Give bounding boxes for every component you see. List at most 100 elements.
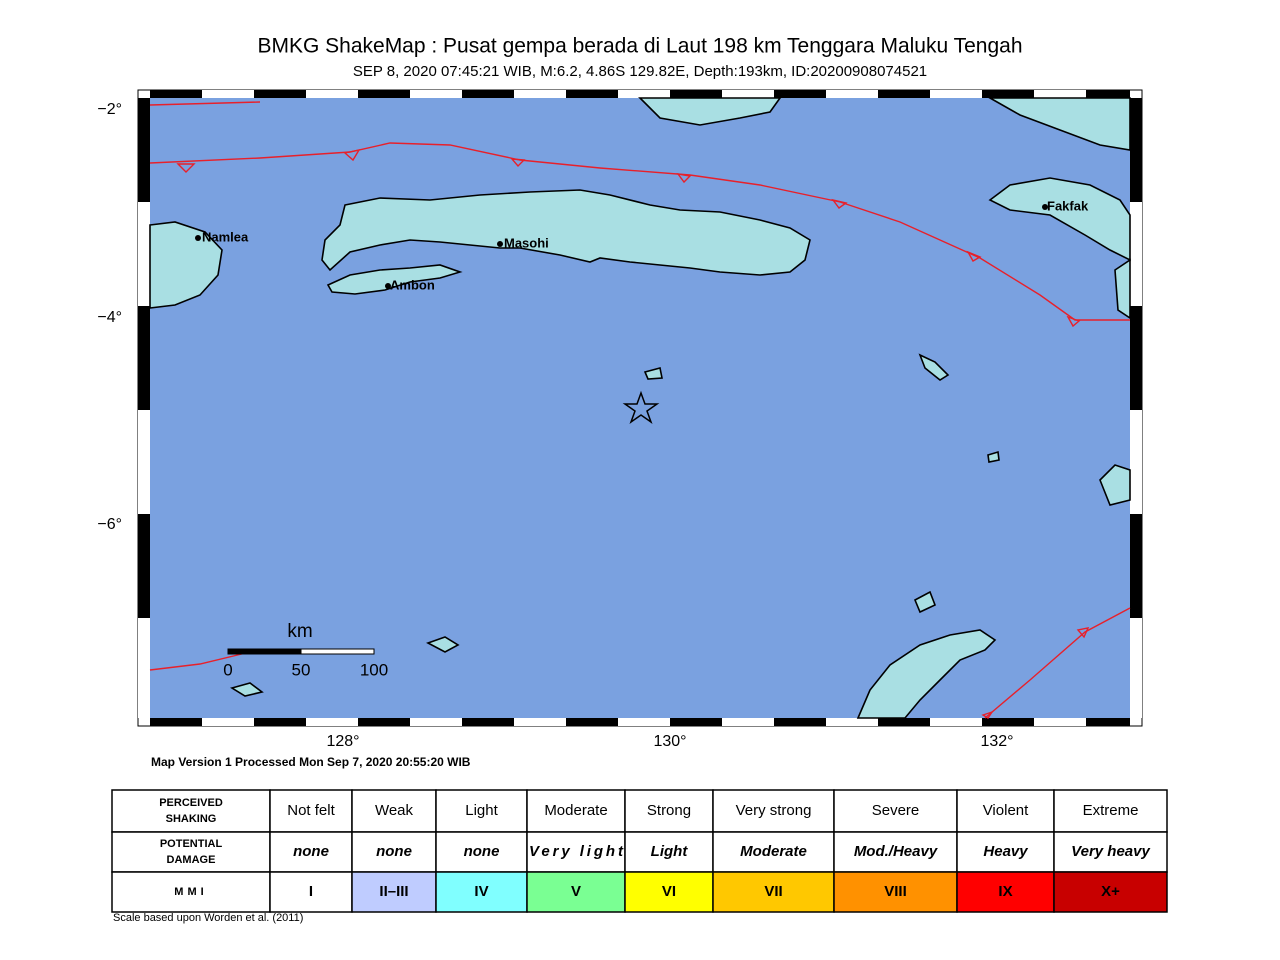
border-segment xyxy=(618,718,670,726)
legend-cell-text: Moderate xyxy=(740,843,807,860)
map-version: Map Version 1 Processed Mon Sep 7, 2020 … xyxy=(151,755,471,769)
border-segment xyxy=(670,90,722,98)
legend-cell-text: Very light xyxy=(529,843,624,860)
legend-cell-text: Extreme xyxy=(1083,802,1139,819)
border-segment xyxy=(306,90,358,98)
mmi-cell xyxy=(435,871,528,913)
legend-cell-text: Weak xyxy=(375,802,414,819)
place-dot xyxy=(1042,204,1048,210)
legend-cell xyxy=(526,789,626,833)
legend-cell-text: Light xyxy=(651,843,689,860)
legend-cell-text: VII xyxy=(764,883,782,900)
legend-cell xyxy=(111,831,271,873)
border-segment xyxy=(1130,410,1142,514)
border-segment xyxy=(202,718,254,726)
legend-cell-text: VI xyxy=(662,883,676,900)
legend-cell-text: none xyxy=(464,843,500,860)
legend-cell-text: Heavy xyxy=(983,843,1028,860)
lat-label: −4° xyxy=(97,309,122,326)
border-segment xyxy=(150,90,202,98)
legend-cell xyxy=(435,831,528,873)
border-segment xyxy=(826,718,878,726)
land xyxy=(149,97,1131,719)
border-segment xyxy=(1086,90,1130,98)
subtitle: SEP 8, 2020 07:45:21 WIB, M:6.2, 4.86S 1… xyxy=(353,63,927,80)
lon-label: 130° xyxy=(653,733,686,750)
legend-cell-text: X+ xyxy=(1101,883,1120,900)
lat-label: −2° xyxy=(97,101,122,118)
border-segment xyxy=(138,410,150,514)
legend-cell-text: Very heavy xyxy=(1071,843,1150,860)
place-label: Fakfak xyxy=(1047,198,1089,213)
border-segment xyxy=(462,718,514,726)
faults xyxy=(149,101,1131,719)
legend-cell xyxy=(712,831,835,873)
scale-note: Scale based upon Worden et al. (2011) xyxy=(113,912,303,924)
border-segment xyxy=(514,90,566,98)
land-papua-ne xyxy=(986,97,1131,151)
fault-top xyxy=(149,101,261,106)
map: Namlea Masohi Ambon Fakfak km 0 50 100 −… xyxy=(97,89,1143,750)
scale-bar xyxy=(300,648,375,655)
legend-cell-text: IX xyxy=(998,883,1012,900)
legend-row-label: POTENTIAL DAMAGE xyxy=(160,838,223,866)
border-segment xyxy=(982,90,1034,98)
legend-row-label: MMI xyxy=(174,886,207,898)
legend-cell-text: IV xyxy=(474,883,488,900)
land-isle1 xyxy=(426,636,460,653)
border-segment xyxy=(138,306,150,410)
border-segment xyxy=(306,718,358,726)
border-segment xyxy=(358,90,410,98)
legend-cell xyxy=(956,831,1055,873)
place-label: Masohi xyxy=(504,235,549,250)
place-label: Namlea xyxy=(202,229,249,244)
legend-cell-text: V xyxy=(571,883,581,900)
border-segment xyxy=(514,718,566,726)
fault-north xyxy=(149,142,1130,321)
land-isle2 xyxy=(230,682,264,697)
legend-cell-text: Violent xyxy=(983,802,1029,819)
border-segment xyxy=(566,718,618,726)
legend-cell-text: Moderate xyxy=(544,802,607,819)
legend-cell-text: Severe xyxy=(872,802,920,819)
lon-label: 128° xyxy=(326,733,359,750)
mmi-cell xyxy=(351,871,437,913)
border-segment xyxy=(930,718,982,726)
border-segment xyxy=(1130,306,1142,410)
border-segment xyxy=(722,718,774,726)
intensity-legend: PERCEIVED SHAKING Not felt Weak Light Moderat… xyxy=(111,789,1168,913)
legend-cell-text: none xyxy=(293,843,329,860)
fault-south xyxy=(149,651,251,671)
land-isle5 xyxy=(913,590,937,614)
border-segment xyxy=(138,202,150,306)
land-fakfak xyxy=(988,177,1131,262)
border-segment xyxy=(618,90,670,98)
place-dot xyxy=(385,283,391,289)
legend-cell xyxy=(111,789,271,833)
legend-cell xyxy=(435,789,528,833)
land-seram xyxy=(321,189,811,276)
scale-label: 100 xyxy=(360,660,388,679)
legend-cell-text: II–III xyxy=(379,883,408,900)
mmi-cell xyxy=(956,871,1055,913)
legend-cell-text: Strong xyxy=(647,802,691,819)
border-segment xyxy=(410,718,462,726)
land-tanimbar xyxy=(856,629,997,719)
border-segment xyxy=(410,90,462,98)
land-papua-e xyxy=(1114,258,1131,320)
border-segment xyxy=(826,90,878,98)
border-segment xyxy=(462,90,514,98)
legend-cell-text: none xyxy=(376,843,412,860)
land-north xyxy=(638,97,782,126)
border-segment xyxy=(930,90,982,98)
border-segment xyxy=(1130,618,1142,718)
legend-cell xyxy=(956,789,1055,833)
land-kei xyxy=(1099,464,1131,506)
land-isle4 xyxy=(987,450,1000,463)
scale-label: 50 xyxy=(292,660,311,679)
border-segment xyxy=(254,90,306,98)
border-segment xyxy=(358,718,410,726)
scale-unit: km xyxy=(287,621,312,642)
border-segment xyxy=(1130,202,1142,306)
